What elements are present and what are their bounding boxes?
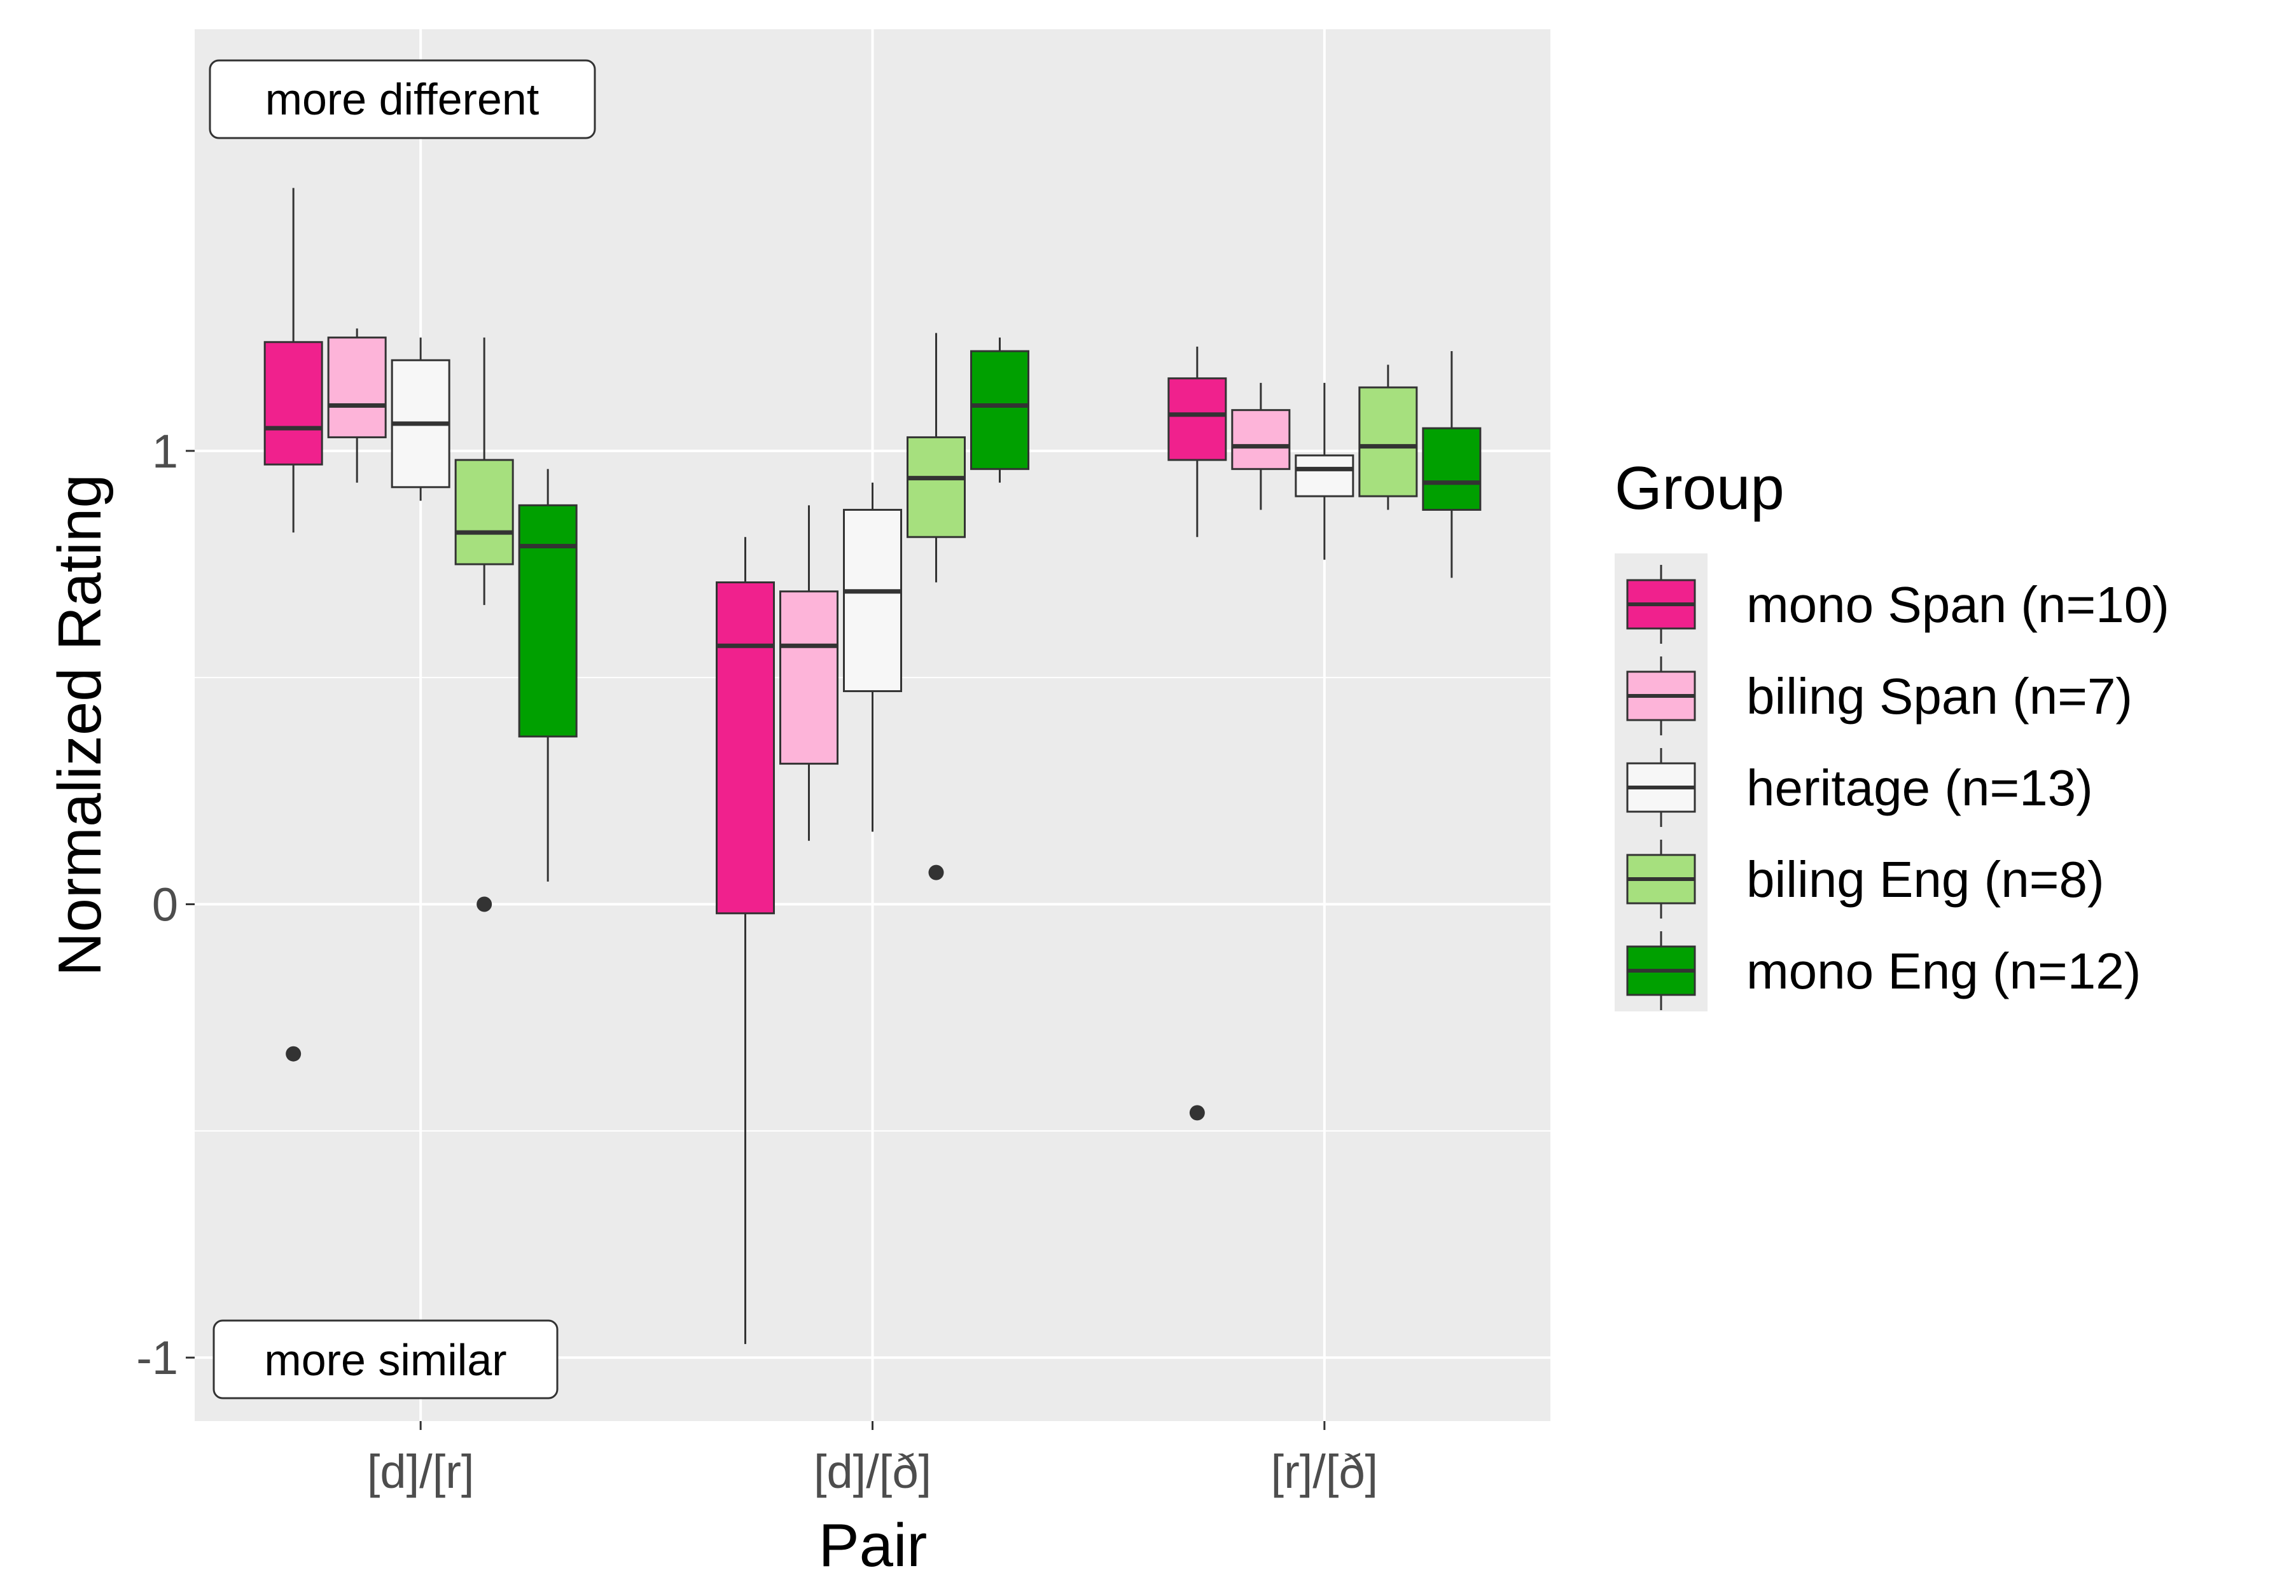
y-axis-ticks: -1 0 1	[136, 425, 195, 1384]
legend-label: mono Eng (n=12)	[1746, 943, 2141, 999]
box	[1167, 377, 1227, 461]
annotation-top-box	[209, 59, 596, 139]
box-group	[907, 333, 966, 880]
box	[454, 459, 514, 566]
outlier-point	[477, 896, 492, 912]
box-group	[1295, 382, 1354, 560]
box-group	[391, 337, 450, 501]
box	[1295, 454, 1354, 497]
outlier-point	[1189, 1105, 1205, 1121]
box	[1358, 386, 1418, 497]
annotation-bottom-box	[212, 1319, 559, 1399]
box-group	[779, 505, 838, 841]
annotation-top-text: more different	[265, 74, 539, 124]
y-axis-title: Normalized Rating	[46, 474, 114, 976]
box	[1231, 409, 1291, 470]
legend: Group mono Span (n=10) biling Span (n=7) h…	[1615, 454, 2169, 1011]
box-group	[263, 188, 323, 1062]
box	[716, 581, 775, 915]
outlier-point	[928, 864, 944, 880]
y-tick-label: 1	[152, 425, 178, 478]
box	[970, 350, 1029, 470]
box	[327, 337, 387, 438]
box	[1422, 427, 1482, 511]
x-tick-label: [r]/[ð]	[1271, 1445, 1379, 1498]
box-group	[454, 337, 514, 912]
legend-label: biling Span (n=7)	[1746, 668, 2132, 725]
outlier-point	[286, 1046, 302, 1062]
box-group	[327, 328, 387, 483]
box-group	[1422, 351, 1482, 578]
legend-title: Group	[1615, 454, 1785, 522]
legend-item: mono Eng (n=12)	[1626, 931, 2141, 1010]
box	[779, 590, 838, 765]
x-axis-ticks: [d]/[r] [d]/[ð] [r]/[ð]	[367, 1421, 1378, 1498]
legend-label: mono Span (n=10)	[1746, 576, 2169, 633]
box-layer	[263, 188, 1482, 1344]
box-group	[970, 337, 1029, 483]
legend-item: mono Span (n=10)	[1626, 565, 2169, 644]
box	[263, 341, 323, 466]
box-group	[1167, 346, 1227, 1121]
annotation-top: more different	[209, 59, 596, 139]
legend-item: biling Span (n=7)	[1626, 656, 2132, 735]
x-tick-label: [d]/[r]	[367, 1445, 475, 1498]
box	[907, 436, 966, 538]
legend-label: biling Eng (n=8)	[1746, 851, 2105, 908]
legend-item: heritage (n=13)	[1626, 748, 2093, 827]
y-tick-label: -1	[136, 1331, 178, 1384]
box-group	[716, 537, 775, 1344]
box	[518, 504, 578, 738]
x-axis-title: Pair	[819, 1511, 928, 1579]
box-group	[1231, 382, 1291, 510]
x-tick-label: [d]/[ð]	[814, 1445, 931, 1498]
y-tick-label: 0	[152, 878, 178, 931]
box-group	[518, 469, 578, 882]
legend-item: biling Eng (n=8)	[1626, 840, 2105, 919]
box-group	[843, 482, 902, 832]
legend-items: mono Span (n=10) biling Span (n=7) heritag…	[1626, 565, 2169, 1010]
legend-label: heritage (n=13)	[1746, 760, 2093, 816]
annotation-bottom: more similar	[212, 1319, 559, 1399]
box	[843, 508, 902, 693]
annotation-bottom-text: more similar	[264, 1335, 506, 1385]
box-group	[1358, 364, 1418, 510]
